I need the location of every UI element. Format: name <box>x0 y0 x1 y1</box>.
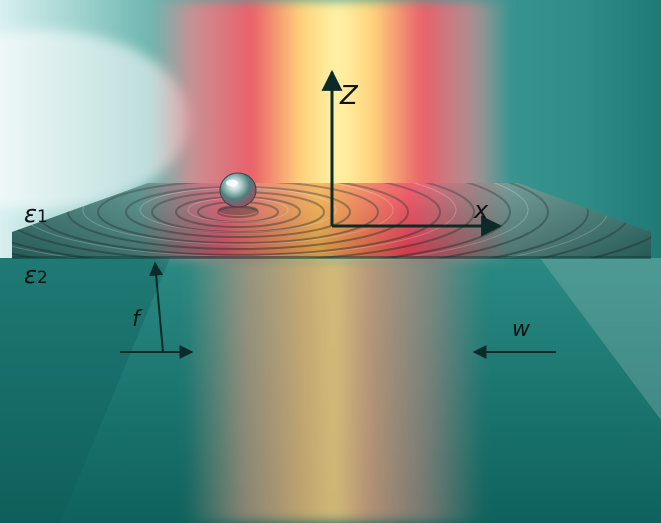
x-axis-label: x <box>473 196 489 224</box>
medium-1-label: ε1 <box>24 200 48 228</box>
laser-beam-lower <box>185 258 485 523</box>
beam-waist-label: w <box>512 317 531 342</box>
lower-left-shade <box>0 258 170 523</box>
medium-1-symbol: ε <box>24 200 37 228</box>
medium-2-symbol: ε <box>24 261 37 289</box>
medium-2-label: ε2 <box>24 261 48 289</box>
medium-2-index: 2 <box>37 268 48 288</box>
force-arrow-vertical <box>149 261 164 353</box>
light-flare <box>0 30 190 210</box>
force-label: f <box>132 307 143 332</box>
z-axis-label: Z <box>339 81 359 111</box>
droplet-particle <box>218 172 258 215</box>
lower-right-highlight <box>540 258 661 420</box>
medium-1-index: 1 <box>37 207 48 227</box>
